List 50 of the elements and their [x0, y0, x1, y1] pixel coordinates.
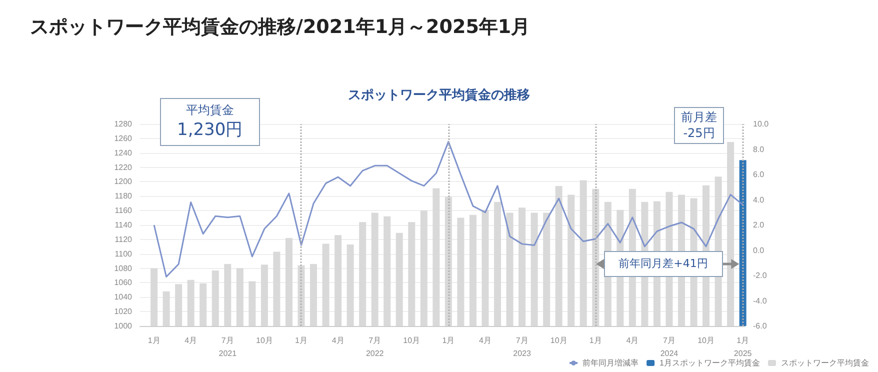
y-tick-label: 1280 [114, 120, 133, 128]
legend-label: 1月スポットワーク平均賃金 [660, 358, 760, 368]
x-tick-label: 10月 [698, 336, 714, 345]
y-tick-label: 1080 [114, 264, 133, 273]
legend-label: スポットワーク平均賃金 [781, 358, 869, 368]
x-tick-label: 4月 [626, 336, 639, 345]
y-tick-label: 1180 [114, 192, 133, 201]
x-tick-label: 7月 2024 [660, 336, 679, 358]
y-tick-label: 1060 [114, 278, 133, 288]
x-tick-label: 7月 2021 [218, 336, 238, 358]
y-tick-label: 1140 [114, 220, 133, 230]
y-tick-label: 1160 [114, 206, 133, 216]
x-tick-label: 4月 [332, 336, 344, 345]
y2-tick-label: 2.0 [753, 220, 765, 230]
y2-tick-label: 4.0 [753, 195, 765, 204]
y2-tick-label: 6.0 [753, 170, 765, 179]
x-tick-label: 10月 [256, 336, 273, 345]
x-tick-label: 1月 [148, 336, 160, 345]
y2-tick-label: 10.0 [753, 120, 770, 128]
x-tick-label: 4月 [184, 336, 198, 345]
chart-subtitle: スポットワーク平均賃金の推移 [347, 87, 531, 104]
y-tick-label: 1120 [114, 234, 133, 244]
y2-tick-label: 0.0 [753, 246, 765, 255]
y-tick-label: 1000 [114, 322, 133, 330]
y-tick-label: 1260 [114, 134, 133, 143]
x-tick-label: 4月 [479, 336, 492, 345]
y2-tick-label: -6.0 [753, 322, 768, 330]
line-series [153, 140, 744, 278]
annotation: 前月差 -25円 [681, 110, 717, 142]
annotation: 前年同月差+41円 [604, 251, 723, 278]
x-tick-label: 1月 [589, 336, 602, 345]
y2-tick-label: 8.0 [753, 144, 765, 154]
y-tick-label: 1240 [114, 148, 133, 158]
annotation: 平均賃金 1,230円 [177, 103, 243, 141]
x-tick-label: 1月 [442, 336, 455, 345]
y2-tick-label: -2.0 [753, 271, 768, 280]
y-tick-label: 1220 [114, 162, 133, 172]
x-tick-label: 10月 [550, 336, 568, 345]
x-tick-label: 1月 2025 [734, 336, 752, 358]
legend-label: 前年同月増減率 [582, 358, 639, 368]
y2-tick-label: -4.0 [753, 296, 768, 306]
y-tick-label: 1020 [114, 307, 133, 316]
x-tick-label: 10月 [403, 336, 420, 345]
x-tick-label: 7月 2023 [513, 336, 532, 358]
x-tick-label: 1月 [295, 336, 308, 345]
y-tick-label: 1100 [114, 249, 133, 258]
y-tick-label: 1200 [114, 177, 133, 186]
x-tick-label: 7月 2022 [366, 336, 384, 358]
chart-title: スポットワーク平均賃金の推移/2021年1月～2025年1月 [30, 15, 530, 40]
y-tick-label: 1040 [114, 292, 133, 302]
